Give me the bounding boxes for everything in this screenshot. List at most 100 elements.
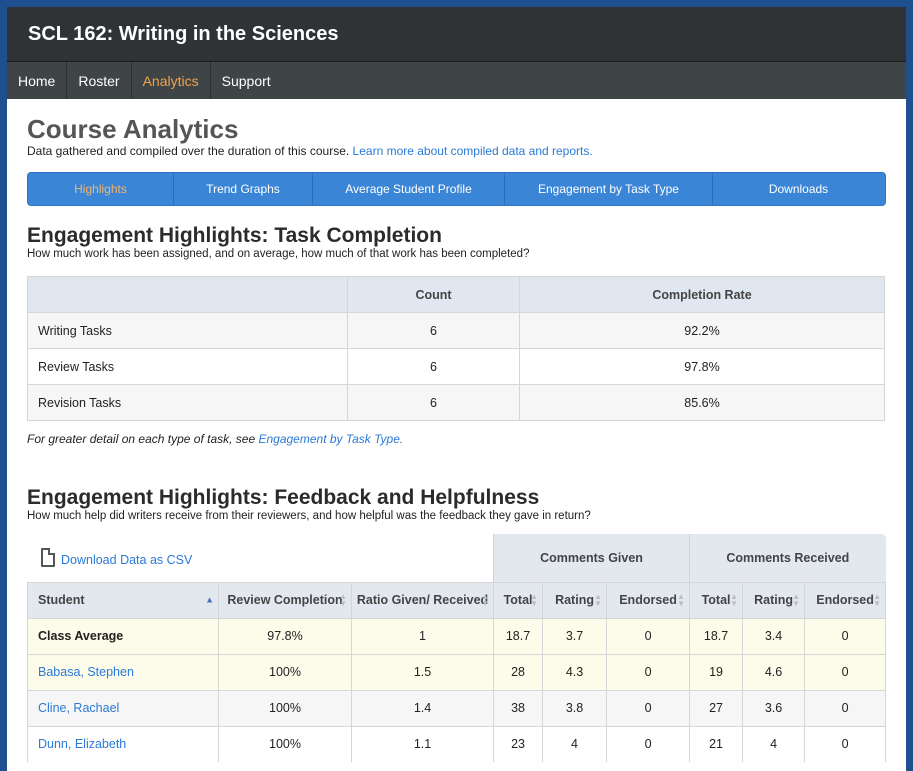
given-total: 23	[493, 725, 544, 762]
tab-average-student-profile[interactable]: Average Student Profile	[313, 173, 505, 205]
received-endorsed: 0	[804, 689, 887, 726]
received-rating: 4	[742, 725, 806, 762]
nav-analytics[interactable]: Analytics	[132, 62, 211, 99]
sort-icon: ▲ ▼	[594, 592, 603, 608]
task-completion-table: Count Completion Rate Writing Tasks 6 92…	[27, 276, 885, 421]
sort-icon: ▲ ▼	[792, 592, 801, 608]
table-row: Review Tasks 6 97.8%	[27, 348, 885, 385]
col-student[interactable]: Student ▲	[27, 581, 219, 618]
table-header-completion-rate: Completion Rate	[519, 276, 885, 313]
download-csv-link[interactable]: Download Data as CSV	[41, 548, 192, 567]
task-type: Review Tasks	[27, 348, 348, 385]
received-total: 21	[689, 725, 744, 762]
analytics-tabs: Highlights Trend Graphs Average Student …	[27, 172, 886, 206]
nav-home[interactable]: Home	[7, 62, 68, 99]
tab-downloads[interactable]: Downloads	[768, 182, 829, 196]
group-comments-given: Comments Given	[493, 534, 690, 582]
task-completion-title: Engagement Highlights: Task Completion	[27, 224, 442, 247]
received-rating: 4.6	[742, 653, 806, 690]
table-row: Writing Tasks 6 92.2%	[27, 312, 885, 349]
task-count: 6	[347, 312, 520, 349]
ratio: 1.4	[351, 689, 495, 726]
given-endorsed: 0	[606, 689, 691, 726]
task-completion-rate: 92.2%	[519, 312, 885, 349]
received-endorsed: 0	[804, 617, 887, 654]
sort-ascending-icon: ▲	[205, 594, 214, 605]
tab-highlights[interactable]: Highlights	[28, 173, 174, 205]
col-review-completion[interactable]: Review Completion ▲ ▼	[218, 581, 352, 618]
page-title: Course Analytics	[27, 114, 239, 144]
sort-icon: ▲ ▼	[481, 592, 490, 608]
sort-icon: ▲ ▼	[730, 592, 739, 608]
received-endorsed: 0	[804, 653, 887, 690]
table-row: Babasa, Stephen 100% 1.5 28 4.3 0 19 4.6…	[27, 653, 887, 690]
student-link[interactable]: Dunn, Elizabeth	[38, 737, 127, 752]
received-rating: 3.6	[742, 689, 806, 726]
review-completion: 100%	[218, 725, 352, 762]
download-csv-label[interactable]: Download Data as CSV	[61, 553, 193, 567]
col-ratio-given-received[interactable]: Ratio Given/ Received ▲ ▼	[351, 581, 495, 618]
received-rating: 3.4	[742, 617, 806, 654]
given-rating: 4.3	[542, 653, 608, 690]
given-rating: 4	[542, 725, 608, 762]
tab-trend-graphs[interactable]: Trend Graphs	[174, 173, 313, 205]
received-total: 19	[689, 653, 744, 690]
app-window: SCL 162: Writing in the Sciences Home Ro…	[7, 7, 906, 771]
table-header-count: Count	[347, 276, 520, 313]
ratio: 1.1	[351, 725, 495, 762]
col-given-rating[interactable]: Rating ▲ ▼	[542, 581, 608, 618]
review-completion: 100%	[218, 689, 352, 726]
learn-more-link[interactable]: Learn more about compiled data and repor…	[352, 144, 593, 158]
col-given-endorsed[interactable]: Endorsed ▲ ▼	[606, 581, 691, 618]
col-received-endorsed[interactable]: Endorsed ▲ ▼	[804, 581, 887, 618]
col-received-rating[interactable]: Rating ▲ ▼	[742, 581, 806, 618]
ratio: 1.5	[351, 653, 495, 690]
given-endorsed: 0	[606, 725, 691, 762]
engagement-by-task-type-link[interactable]: Engagement by Task Type.	[258, 432, 404, 446]
given-total: 18.7	[493, 617, 544, 654]
sort-icon: ▲ ▼	[339, 592, 347, 608]
review-completion: 100%	[218, 653, 352, 690]
task-count: 6	[347, 348, 520, 385]
student-name: Dunn, Elizabeth	[27, 725, 219, 762]
student-link[interactable]: Babasa, Stephen	[38, 665, 134, 679]
student-name: Cline, Rachael	[27, 689, 219, 726]
task-type: Revision Tasks	[27, 384, 348, 421]
received-endorsed: 0	[804, 725, 887, 762]
given-rating: 3.8	[542, 689, 608, 726]
col-received-total[interactable]: Total ▲ ▼	[689, 581, 744, 618]
class-average-row: Class Average 97.8% 1 18.7 3.7 0 18.7 3.…	[27, 617, 887, 654]
page-subtitle-text: Data gathered and compiled over the dura…	[27, 144, 350, 158]
table-row: Cline, Rachael 100% 1.4 38 3.8 0 27 3.6 …	[27, 689, 887, 726]
task-completion-rate: 85.6%	[519, 384, 885, 421]
main-content: Course Analytics Data gathered and compi…	[7, 99, 906, 762]
main-nav: Home Roster Analytics Support	[7, 62, 906, 99]
feedback-table-wrapper: Download Data as CSV Comments Given Comm…	[27, 534, 887, 762]
nav-support[interactable]: Support	[221, 72, 271, 89]
col-given-total[interactable]: Total ▲ ▼	[493, 581, 544, 618]
task-completion-subtitle: How much work has been assigned, and on …	[27, 248, 530, 260]
feedback-table: Comments Given Comments Received Student…	[27, 534, 887, 762]
table-row: Revision Tasks 6 85.6%	[27, 384, 885, 421]
table-header	[27, 276, 348, 313]
course-title: SCL 162: Writing in the Sciences	[28, 22, 339, 45]
page-subtitle: Data gathered and compiled over the dura…	[27, 144, 886, 158]
feedback-subtitle: How much help did writers receive from t…	[27, 510, 591, 522]
task-type: Writing Tasks	[27, 312, 348, 349]
student-name: Babasa, Stephen	[27, 653, 219, 690]
tab-engagement-by-task-type[interactable]: Engagement by Task Type	[505, 173, 713, 205]
sort-icon: ▲ ▼	[873, 592, 882, 608]
group-comments-received: Comments Received	[689, 534, 886, 582]
task-completion-rate: 97.8%	[519, 348, 885, 385]
ratio: 1	[351, 617, 495, 654]
given-rating: 3.7	[542, 617, 608, 654]
received-total: 27	[689, 689, 744, 726]
document-icon	[41, 548, 55, 567]
given-total: 38	[493, 689, 544, 726]
sort-icon: ▲ ▼	[677, 592, 686, 608]
student-link[interactable]: Cline, Rachael	[38, 701, 120, 715]
review-completion: 97.8%	[218, 617, 352, 654]
student-name: Class Average	[27, 617, 219, 654]
nav-roster[interactable]: Roster	[67, 62, 132, 99]
table-row: Dunn, Elizabeth 100% 1.1 23 4 0 21 4 0	[27, 725, 887, 762]
